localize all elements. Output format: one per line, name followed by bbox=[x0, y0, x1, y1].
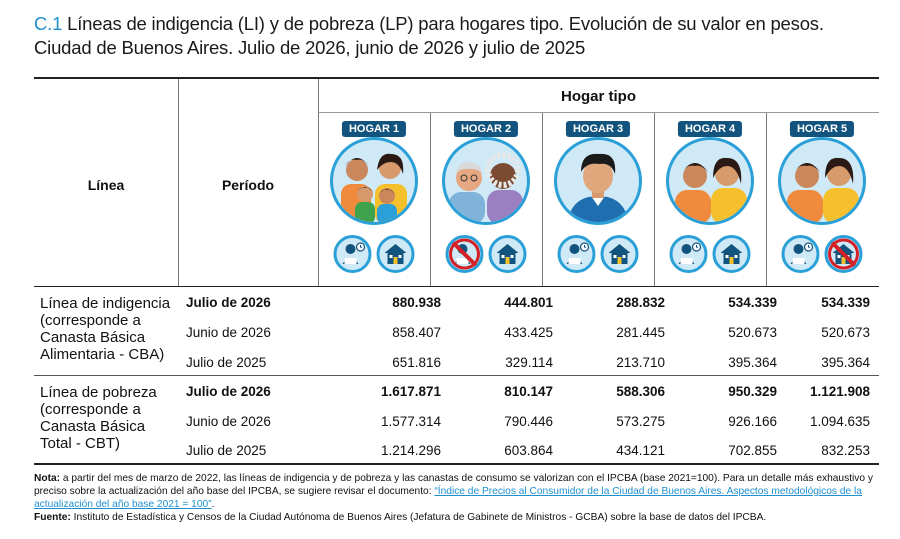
worker-icon bbox=[333, 235, 372, 273]
value-cell: 790.446 bbox=[504, 414, 553, 429]
worker-icon bbox=[557, 235, 596, 273]
house-icon bbox=[600, 235, 639, 273]
nota-end: . bbox=[211, 499, 215, 510]
adult-couple-icon bbox=[778, 137, 866, 225]
divider bbox=[318, 79, 319, 286]
hogar-tag: HOGAR 5 bbox=[789, 121, 855, 137]
divider bbox=[542, 112, 543, 286]
period-cell: Julio de 2026 bbox=[186, 384, 271, 399]
single-adult-icon bbox=[554, 137, 642, 225]
value-cell: 810.147 bbox=[504, 384, 553, 399]
table-title-text: Líneas de indigencia (LI) y de pobreza (… bbox=[34, 13, 824, 58]
worker-icon bbox=[781, 235, 820, 273]
hogar-column-4: HOGAR 4 bbox=[654, 119, 766, 286]
hogar-column-2: HOGAR 2 bbox=[430, 119, 542, 286]
divider bbox=[34, 375, 879, 376]
hogar-badges bbox=[557, 235, 639, 273]
divider bbox=[34, 286, 879, 287]
period-cell: Junio de 2026 bbox=[186, 325, 271, 340]
worker-icon bbox=[669, 235, 708, 273]
table-notes: Nota: a partir del mes de marzo de 2022,… bbox=[34, 472, 884, 524]
value-cell: 651.816 bbox=[392, 355, 441, 370]
value-cell: 832.253 bbox=[821, 443, 870, 458]
value-cell: 702.855 bbox=[728, 443, 777, 458]
header-periodo: Período bbox=[221, 177, 275, 193]
hogar-badges bbox=[669, 235, 751, 273]
header-hogar-tipo: Hogar tipo bbox=[561, 88, 636, 105]
value-cell: 281.445 bbox=[616, 325, 665, 340]
value-cell: 950.329 bbox=[728, 384, 777, 399]
divider bbox=[178, 79, 179, 286]
value-cell: 433.425 bbox=[504, 325, 553, 340]
value-cell: 858.407 bbox=[392, 325, 441, 340]
family-four-icon bbox=[330, 137, 418, 225]
elderly-couple-icon bbox=[442, 137, 530, 225]
period-cell: Julio de 2026 bbox=[186, 295, 271, 310]
value-cell: 395.364 bbox=[821, 355, 870, 370]
fuente-label: Fuente: bbox=[34, 512, 71, 523]
value-cell: 1.121.908 bbox=[809, 384, 870, 399]
hogar-badges bbox=[445, 235, 527, 273]
house-icon bbox=[376, 235, 415, 273]
value-cell: 329.114 bbox=[505, 355, 553, 370]
fuente-text: Instituto de Estadística y Censos de la … bbox=[73, 512, 767, 523]
hogar-tag: HOGAR 3 bbox=[565, 121, 631, 137]
divider bbox=[654, 112, 655, 286]
value-cell: 534.339 bbox=[821, 295, 870, 310]
nota-text: a partir del mes de marzo de 2022, las l… bbox=[34, 473, 873, 497]
adult-couple-icon bbox=[666, 137, 754, 225]
hogar-tag: HOGAR 4 bbox=[677, 121, 743, 137]
house-icon bbox=[712, 235, 751, 273]
value-cell: 1.577.314 bbox=[380, 414, 441, 429]
hogar-tag: HOGAR 1 bbox=[341, 121, 407, 137]
table-number: C.1 bbox=[34, 13, 63, 34]
house-icon bbox=[824, 235, 863, 273]
group-label-indigencia: Línea de indigencia (corresponde a Canas… bbox=[40, 295, 171, 363]
period-cell: Junio de 2026 bbox=[186, 414, 271, 429]
fuente: Fuente: Instituto de Estadística y Censo… bbox=[34, 511, 884, 524]
value-cell: 444.801 bbox=[504, 295, 553, 310]
hogar-tag: HOGAR 2 bbox=[453, 121, 519, 137]
value-cell: 213.710 bbox=[616, 355, 665, 370]
hogar-column-5: HOGAR 5 bbox=[766, 119, 878, 286]
value-cell: 573.275 bbox=[616, 414, 665, 429]
value-cell: 1.617.871 bbox=[380, 384, 441, 399]
hogar-badges bbox=[333, 235, 415, 273]
value-cell: 1.094.635 bbox=[809, 414, 870, 429]
nota: Nota: a partir del mes de marzo de 2022,… bbox=[34, 472, 884, 511]
hogar-badges bbox=[781, 235, 863, 273]
value-cell: 395.364 bbox=[728, 355, 777, 370]
value-cell: 520.673 bbox=[728, 325, 777, 340]
value-cell: 603.864 bbox=[504, 443, 553, 458]
value-cell: 588.306 bbox=[616, 384, 665, 399]
hogar-column-1: HOGAR 1 bbox=[318, 119, 430, 286]
table-title: C.1 Líneas de indigencia (LI) y de pobre… bbox=[34, 12, 884, 60]
worker-icon bbox=[445, 235, 484, 273]
period-cell: Julio de 2025 bbox=[186, 355, 267, 370]
value-cell: 534.339 bbox=[728, 295, 777, 310]
hogar-column-3: HOGAR 3 bbox=[542, 119, 654, 286]
period-cell: Julio de 2025 bbox=[186, 443, 267, 458]
house-icon bbox=[488, 235, 527, 273]
group-label-pobreza: Línea de pobreza (corresponde a Canasta … bbox=[40, 384, 157, 452]
value-cell: 520.673 bbox=[821, 325, 870, 340]
nota-label: Nota: bbox=[34, 473, 61, 484]
methodology-link[interactable]: “Índice de Precios al Consumidor de la C… bbox=[34, 486, 862, 510]
data-table: Línea Período Hogar tipo HOGAR 1 bbox=[34, 77, 879, 465]
value-cell: 288.832 bbox=[616, 295, 665, 310]
value-cell: 880.938 bbox=[392, 295, 441, 310]
value-cell: 1.214.296 bbox=[380, 443, 441, 458]
divider bbox=[766, 112, 767, 286]
value-cell: 926.166 bbox=[728, 414, 777, 429]
divider bbox=[430, 112, 431, 286]
value-cell: 434.121 bbox=[616, 443, 665, 458]
divider bbox=[318, 112, 879, 113]
header-linea: Línea bbox=[87, 177, 125, 193]
